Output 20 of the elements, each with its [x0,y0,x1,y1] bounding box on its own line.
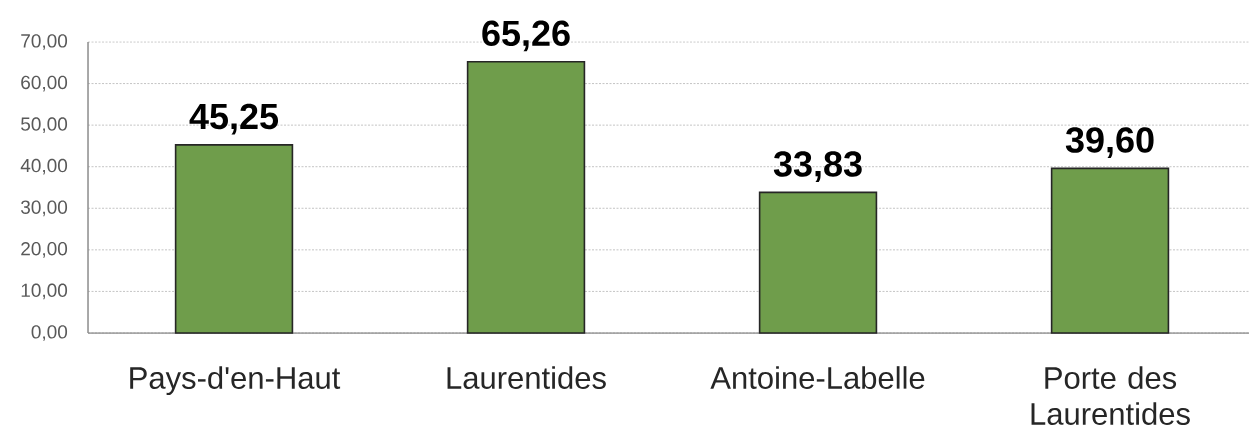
bar [1050,167,1170,334]
x-tick-label: Antoine-Labelle [710,366,925,389]
x-tick-label: Porte des Laurentides [1031,366,1190,425]
x-tick-label: Pays-d'en-Haut [130,366,341,396]
y-tick-label: 50,00 [21,117,68,133]
bar [758,191,878,334]
y-tick-label: 30,00 [20,200,68,217]
data-label: 45,25 [189,103,279,135]
bar [174,144,294,334]
x-tick-label: Laurentides [447,366,606,389]
data-label: 65,26 [482,20,570,52]
data-label: 33,83 [773,151,862,182]
y-tick-label: 0,00 [31,325,68,341]
y-tick-label: 70,00 [21,34,68,50]
y-tick-label: 10,00 [21,283,68,300]
y-tick-label: 60,00 [21,75,68,92]
bar [466,60,586,334]
y-tick-label: 40,00 [20,158,68,175]
y-tick-label: 20,00 [21,242,68,258]
data-label: 39,60 [1065,127,1154,158]
